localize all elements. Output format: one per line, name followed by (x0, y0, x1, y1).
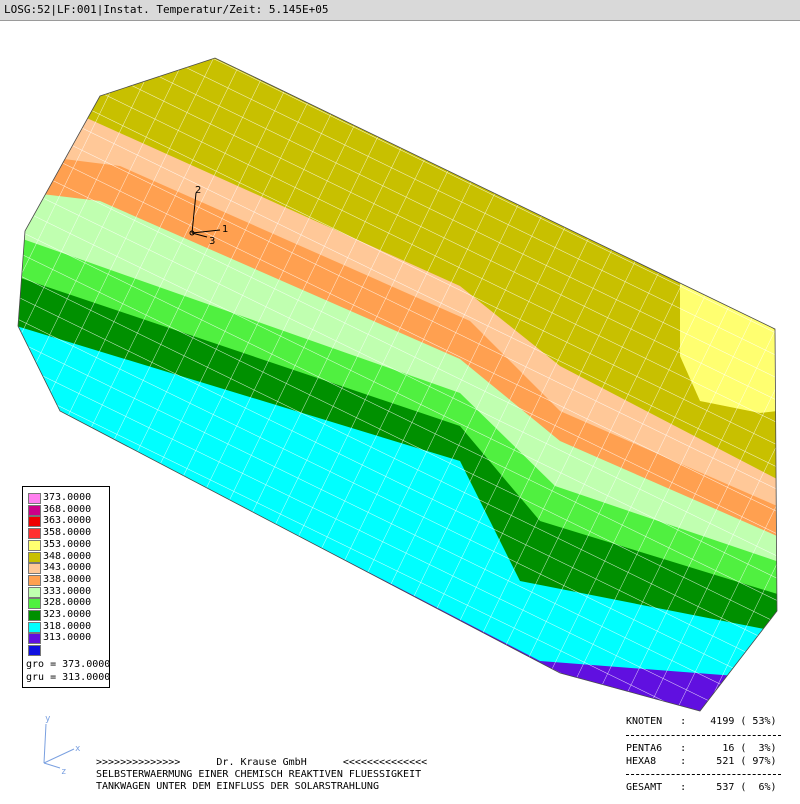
title-bar: LOSG:52|LF:001|Instat. Temperatur/Zeit: … (0, 0, 800, 21)
stat-gesamt: GESAMT : 537 ( 6%) (626, 782, 777, 793)
mini-axis-x: x (75, 744, 81, 754)
legend-entry: 358.0000 (28, 527, 108, 540)
legend-label: 358.0000 (43, 527, 92, 539)
legend-label: 343.0000 (43, 562, 92, 574)
legend-swatch (28, 493, 41, 504)
tank-outline (17, 57, 778, 712)
legend-entry: 328.0000 (28, 597, 108, 610)
stats-divider (626, 774, 781, 775)
legend-entry (28, 645, 108, 657)
legend-swatch (28, 610, 41, 621)
legend-swatch (28, 504, 41, 516)
legend-entry: 368.0000 (28, 503, 108, 516)
legend-swatch (28, 633, 41, 645)
legend-entry: 318.0000 (28, 620, 108, 633)
legend-label: 323.0000 (43, 609, 92, 620)
legend-label: 333.0000 (43, 585, 92, 597)
legend-label: 353.0000 (43, 538, 92, 550)
description-line-1: SELBSTERWAERMUNG EINER CHEMISCH REAKTIVE… (96, 769, 422, 780)
mini-axis-triad (43, 723, 75, 769)
legend-entry: 333.0000 (28, 585, 108, 598)
temperature-legend: 373.0000 368.0000 363.0000 358.0000 353.0000… (22, 486, 110, 688)
legend-swatch (28, 551, 41, 563)
legend-entry: 338.0000 (28, 573, 108, 586)
legend-label: 313.0000 (43, 632, 92, 644)
stat-penta6: PENTA6 : 16 ( 3%) (626, 743, 777, 754)
fe-model-viewport[interactable]: 2 1 3 y x z (0, 21, 800, 800)
legend-entry: 343.0000 (28, 562, 108, 575)
legend-swatch (28, 586, 41, 598)
tank-model: 2 1 3 y x z (17, 57, 778, 777)
legend-entry: 323.0000 (28, 609, 108, 621)
legend-swatch (28, 563, 41, 575)
legend-label: 338.0000 (43, 573, 92, 585)
stat-hexa8: HEXA8 : 521 ( 97%) (626, 756, 777, 767)
mini-axis-y: y (45, 714, 51, 724)
triad-label-1: 1 (222, 224, 228, 235)
legend-entry: 373.0000 (28, 492, 108, 504)
legend-label: 368.0000 (43, 503, 92, 515)
legend-entry: 313.0000 (28, 632, 108, 645)
legend-swatch (28, 574, 41, 586)
legend-swatch (28, 539, 41, 551)
window-title: LOSG:52|LF:001|Instat. Temperatur/Zeit: … (4, 3, 329, 16)
description-line-2: TANKWAGEN UNTER DEM EINFLUSS DER SOLARST… (96, 781, 379, 792)
coordinate-triad (189, 192, 221, 238)
triad-label-3: 3 (209, 236, 215, 247)
temperature-bands (18, 58, 777, 711)
legend-swatch (28, 528, 41, 540)
legend-swatch (28, 645, 41, 657)
legend-max: gro = 373.0000 (26, 659, 111, 670)
triad-label-2: 2 (195, 185, 201, 196)
legend-entry: 363.0000 (28, 515, 108, 528)
legend-entry: 348.0000 (28, 550, 108, 563)
legend-entry: 353.0000 (28, 538, 108, 551)
stat-knoten: KNOTEN : 4199 ( 53%) (626, 716, 777, 727)
legend-swatch (28, 516, 41, 528)
legend-swatch (28, 598, 41, 610)
legend-label: 373.0000 (43, 492, 92, 503)
company-banner: >>>>>>>>>>>>>> Dr. Krause GmbH <<<<<<<<<… (96, 757, 428, 768)
stats-divider (626, 735, 781, 736)
legend-label: 328.0000 (43, 597, 92, 609)
mini-axis-z: z (61, 767, 66, 777)
legend-swatch (28, 621, 41, 633)
legend-label: 363.0000 (43, 515, 92, 527)
legend-label: 318.0000 (43, 620, 92, 632)
legend-min: gru = 313.0000 (26, 672, 111, 683)
legend-label: 348.0000 (43, 550, 92, 562)
